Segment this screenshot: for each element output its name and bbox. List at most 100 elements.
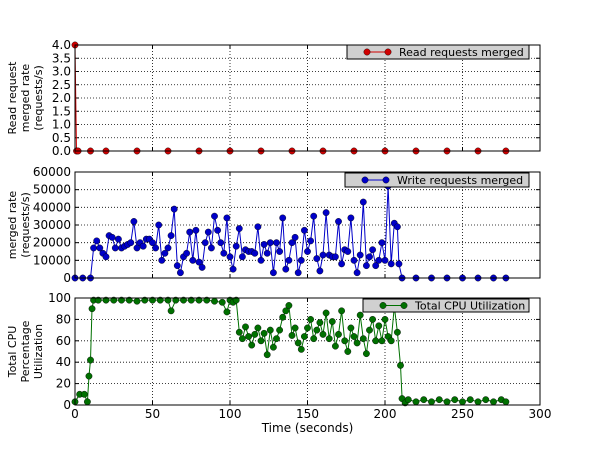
data-point <box>366 253 373 261</box>
data-point <box>164 296 172 304</box>
legend-marker <box>361 176 369 184</box>
y-tick-label: 10000 <box>33 253 71 267</box>
y-tick-label: 80 <box>56 312 71 326</box>
y-tick-label: 3.0 <box>52 65 71 79</box>
data-point <box>192 226 200 234</box>
data-point <box>325 335 333 343</box>
data-point <box>366 326 373 334</box>
data-point <box>282 307 290 315</box>
data-point <box>180 296 187 304</box>
data-point <box>344 348 352 355</box>
data-point <box>266 239 274 247</box>
data-point <box>172 296 180 304</box>
axes-frame <box>74 297 541 406</box>
axes-frame <box>74 44 541 152</box>
data-point <box>341 337 349 345</box>
data-point <box>443 398 451 406</box>
data-point <box>356 311 364 319</box>
data-point <box>139 242 147 250</box>
data-point <box>260 241 268 248</box>
y-tick-label: 0 <box>63 398 71 412</box>
x-tick-label: 100 <box>219 407 242 421</box>
data-point <box>369 246 376 254</box>
data-point <box>167 232 175 240</box>
data-point <box>350 256 358 264</box>
data-point <box>118 296 125 304</box>
data-point <box>195 258 203 266</box>
y-tick-label: 3.5 <box>52 51 71 65</box>
plot-area <box>75 298 540 405</box>
y-tick-label: 20 <box>56 377 71 391</box>
data-point <box>356 251 364 259</box>
data-point <box>127 239 135 247</box>
data-point <box>238 253 246 261</box>
y-tick-label: 100 <box>48 291 71 305</box>
data-point <box>347 214 355 222</box>
data-point <box>279 214 287 222</box>
data-point <box>90 244 98 252</box>
data-point <box>375 256 383 264</box>
data-point <box>220 249 228 257</box>
legend-box <box>344 172 530 188</box>
data-point <box>242 323 249 331</box>
data-point <box>285 256 293 264</box>
data-point <box>269 269 277 277</box>
data-point <box>263 249 271 257</box>
data-point <box>435 396 443 404</box>
data-point <box>223 214 231 222</box>
data-point <box>369 315 376 323</box>
y-axis-label: Utilization <box>32 324 45 379</box>
data-point <box>94 296 102 304</box>
legend-marker <box>400 302 408 309</box>
legend-label: Write requests merged <box>397 174 523 187</box>
data-point <box>257 256 265 264</box>
data-point <box>251 249 259 257</box>
chart-panel-1: 0.00.51.01.52.02.53.03.54.0 Read request m… <box>6 38 541 158</box>
y-tick-label: 40000 <box>33 200 71 214</box>
y-tick-label: 1.0 <box>52 118 71 132</box>
data-point <box>412 398 420 406</box>
x-tick-label: 50 <box>145 407 160 421</box>
data-point <box>232 296 240 304</box>
data-point <box>248 341 256 349</box>
data-point <box>251 330 259 338</box>
data-point <box>102 296 110 304</box>
data-point <box>395 260 403 268</box>
data-point <box>269 343 277 351</box>
data-point <box>125 296 133 304</box>
y-tick-label: 2.0 <box>52 91 71 105</box>
data-point <box>279 313 287 321</box>
data-point <box>313 326 321 334</box>
data-point <box>152 244 160 252</box>
y-axis-label: Total CPU <box>6 326 19 379</box>
legend-marker <box>363 48 371 56</box>
data-point <box>158 256 166 264</box>
data-point <box>133 244 141 252</box>
data-point <box>490 398 497 406</box>
data-point <box>310 212 318 220</box>
data-point <box>502 398 510 406</box>
legend-label: Read requests merged <box>399 46 524 59</box>
x-tick-label: 200 <box>374 407 397 421</box>
y-tick-label: 60 <box>56 334 71 348</box>
data-point <box>102 253 110 261</box>
data-point <box>347 324 355 332</box>
data-point <box>397 362 404 369</box>
data-point <box>328 318 336 325</box>
data-point <box>203 296 211 304</box>
data-point <box>387 337 395 345</box>
data-point <box>204 228 212 236</box>
data-point <box>108 233 116 241</box>
data-point <box>316 267 324 275</box>
data-point <box>459 398 466 406</box>
data-point <box>211 212 218 220</box>
data-point <box>291 324 299 332</box>
chart-panel-3: 0 20 40 60 80 100 0 50 100 150 200 250 300 Total CPU P… <box>6 291 551 435</box>
y-tick-label: 40 <box>56 355 71 369</box>
data-point <box>482 396 490 404</box>
data-point <box>254 223 262 231</box>
data-point <box>387 260 395 268</box>
y-tick-label: 0.5 <box>52 131 71 145</box>
